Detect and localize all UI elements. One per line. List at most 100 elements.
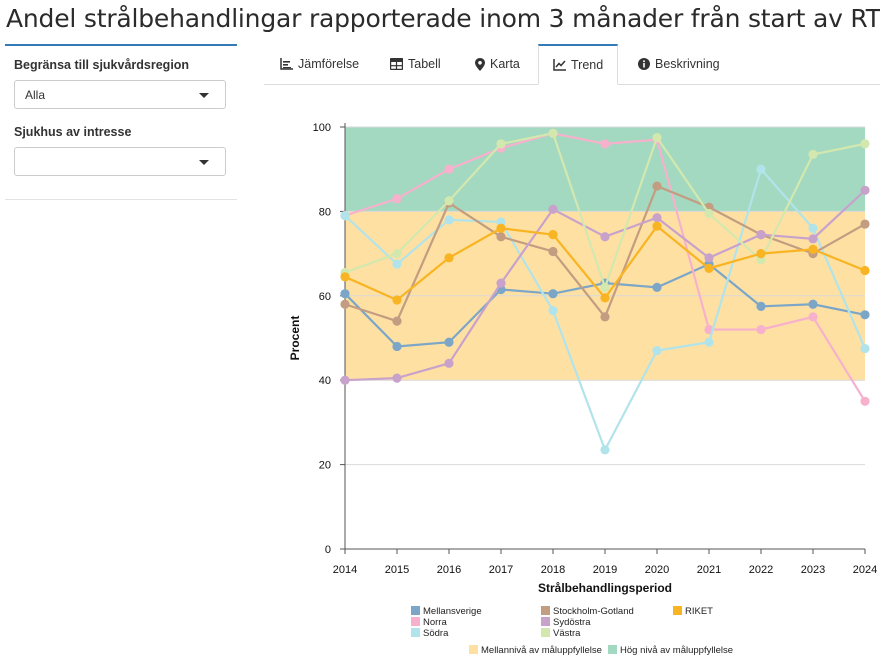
- data-point: [392, 259, 402, 269]
- legend-label: Norra: [423, 617, 447, 628]
- tab-karta[interactable]: Karta: [461, 44, 534, 84]
- legend-swatch: [469, 645, 478, 654]
- y-axis-label: Procent: [288, 316, 302, 361]
- tab-label: Jämförelse: [298, 57, 360, 71]
- data-point: [600, 445, 610, 455]
- data-point: [600, 282, 610, 292]
- data-point: [444, 253, 454, 263]
- x-axis-label: Strålbehandlingsperiod: [538, 581, 672, 595]
- data-point: [548, 246, 558, 257]
- data-point: [860, 265, 870, 276]
- tab-label: Karta: [490, 57, 520, 71]
- data-point: [756, 255, 766, 265]
- legend-label: Södra: [423, 628, 449, 639]
- data-point: [652, 213, 662, 223]
- legend-label: RIKET: [685, 606, 713, 617]
- x-tick-label: 2023: [801, 564, 825, 576]
- x-tick-label: 2014: [333, 564, 357, 576]
- data-point: [496, 278, 506, 288]
- legend-swatch: [541, 617, 550, 626]
- tab-bar: Jämförelse Tabell Karta Trend Beskrivnin…: [264, 44, 880, 85]
- data-point: [340, 299, 350, 309]
- data-point: [340, 289, 350, 299]
- data-point: [860, 139, 870, 149]
- region-select-value: Alla: [25, 88, 46, 102]
- data-point: [704, 253, 714, 263]
- data-point: [600, 232, 610, 242]
- filter-panel: Begränsa till sjukvårdsregion Alla Sjukh…: [5, 44, 237, 200]
- data-point: [496, 223, 506, 233]
- data-point: [444, 164, 454, 174]
- data-point: [392, 341, 402, 352]
- legend-label: Hög nivå av måluppfyllelse: [620, 645, 733, 656]
- legend-label: Stockholm-Gotland: [553, 606, 634, 617]
- y-tick-label: 0: [325, 544, 331, 556]
- legend-swatch: [411, 628, 420, 637]
- tab-trend[interactable]: Trend: [538, 44, 619, 85]
- data-point: [548, 305, 558, 316]
- data-point: [548, 204, 558, 214]
- data-point: [392, 373, 402, 383]
- chevron-down-icon: [199, 160, 209, 165]
- region-select[interactable]: Alla: [14, 80, 226, 109]
- chevron-down-icon: [199, 93, 209, 98]
- tab-tabell[interactable]: Tabell: [376, 44, 455, 84]
- series-södra: [340, 164, 870, 455]
- info-circle-icon: [638, 58, 650, 70]
- x-tick-label: 2020: [645, 564, 669, 576]
- legend-swatch: [608, 645, 617, 654]
- legend-label: Mellansverige: [423, 606, 482, 617]
- region-filter-label: Begränsa till sjukvårdsregion: [14, 58, 190, 72]
- data-point: [652, 346, 662, 356]
- map-marker-icon: [475, 57, 485, 71]
- data-point: [444, 358, 454, 368]
- data-point: [704, 263, 714, 273]
- data-point: [808, 244, 818, 254]
- legend-swatch: [411, 606, 420, 615]
- data-point: [704, 337, 714, 347]
- hospital-select[interactable]: [14, 147, 226, 176]
- series-sydöstra: [340, 185, 870, 385]
- legend-label: Sydöstra: [553, 617, 591, 628]
- data-point: [860, 185, 870, 195]
- bar-chart-icon: [280, 58, 293, 70]
- data-point: [756, 324, 766, 335]
- x-tick-label: 2015: [385, 564, 409, 576]
- series-norra: [340, 128, 870, 406]
- data-point: [808, 223, 818, 233]
- legend-swatch: [673, 606, 682, 615]
- hospital-filter-label: Sjukhus av intresse: [14, 125, 132, 139]
- data-point: [548, 289, 558, 299]
- legend-swatch: [411, 617, 420, 626]
- data-point: [756, 249, 766, 259]
- data-point: [808, 234, 818, 244]
- tab-label: Beskrivning: [655, 57, 720, 71]
- data-point: [600, 139, 610, 149]
- data-point: [860, 396, 870, 406]
- x-tick-label: 2022: [749, 564, 773, 576]
- tab-label: Tabell: [408, 57, 441, 71]
- data-point: [444, 215, 454, 225]
- data-point: [808, 299, 818, 309]
- legend-label: Västra: [553, 628, 581, 639]
- data-point: [652, 221, 662, 231]
- data-point: [652, 181, 662, 191]
- data-point: [548, 230, 558, 240]
- x-tick-label: 2017: [489, 564, 513, 576]
- data-point: [652, 132, 662, 143]
- data-point: [444, 337, 454, 347]
- data-point: [860, 219, 870, 229]
- data-point: [392, 194, 402, 204]
- tab-jamforelse[interactable]: Jämförelse: [266, 44, 373, 84]
- x-tick-label: 2024: [853, 564, 877, 576]
- tab-beskrivning[interactable]: Beskrivning: [624, 44, 734, 84]
- data-point: [496, 139, 506, 149]
- table-icon: [390, 58, 403, 70]
- series-riket: [340, 221, 870, 305]
- data-point: [860, 343, 870, 354]
- data-point: [600, 312, 610, 322]
- data-point: [808, 312, 818, 322]
- y-tick-label: 40: [319, 375, 331, 387]
- data-point: [652, 282, 662, 292]
- data-point: [756, 164, 766, 174]
